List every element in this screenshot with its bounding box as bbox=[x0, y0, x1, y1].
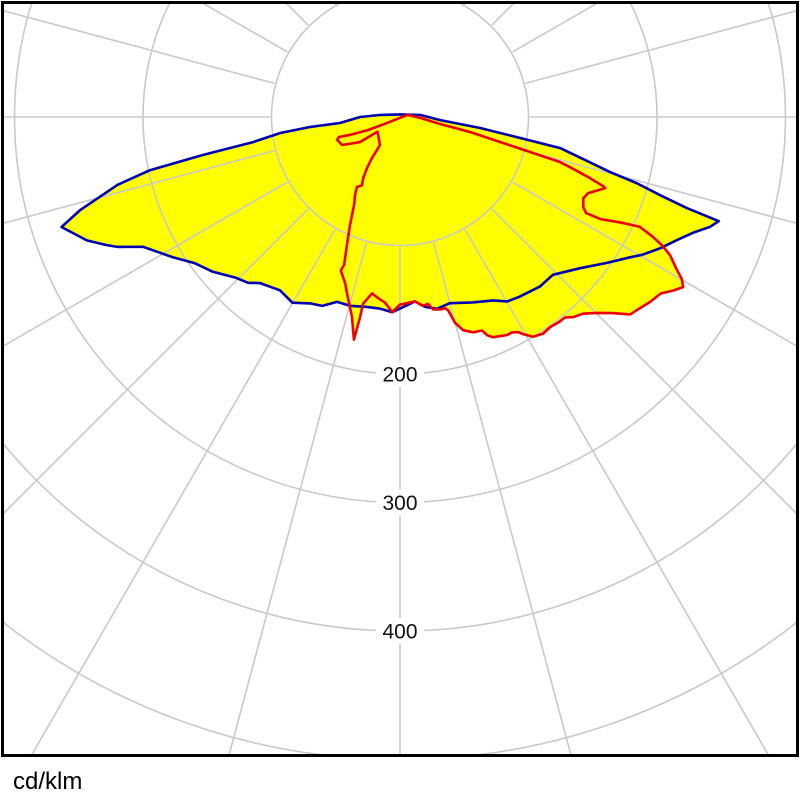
grid-ring-100 bbox=[270, 4, 530, 247]
ring-label-halo-400 bbox=[376, 618, 424, 644]
grid-ray--75 bbox=[4, 149, 275, 224]
grid-ray-15 bbox=[432, 242, 572, 754]
ring-label-halo-300 bbox=[376, 489, 424, 516]
grid-ray-60 bbox=[511, 181, 796, 347]
curve-c90-c270 bbox=[335, 113, 685, 341]
plot-border bbox=[1, 1, 799, 757]
curve-stroke-layer bbox=[60, 113, 721, 341]
grid-ray--105 bbox=[4, 10, 275, 85]
ring-label-layer: 200 300 400 bbox=[376, 361, 424, 644]
grid-ray-105 bbox=[525, 10, 796, 85]
grid-ray--60 bbox=[4, 181, 289, 347]
grid-ray--30 bbox=[31, 228, 336, 754]
grid-ray-45 bbox=[491, 208, 796, 515]
unit-label: cd/klm bbox=[13, 768, 82, 795]
grid-ray--15 bbox=[228, 242, 368, 754]
ring-label-300: 300 bbox=[382, 492, 417, 515]
grid-ray--45 bbox=[4, 208, 309, 515]
ring-label-400: 400 bbox=[382, 621, 417, 644]
ring-label-200: 200 bbox=[382, 364, 417, 387]
ring-label-halo-200 bbox=[376, 361, 424, 387]
curve-c0-c180 bbox=[60, 113, 721, 314]
grid-ray-30 bbox=[464, 228, 769, 754]
grid-ray-75 bbox=[525, 149, 796, 224]
